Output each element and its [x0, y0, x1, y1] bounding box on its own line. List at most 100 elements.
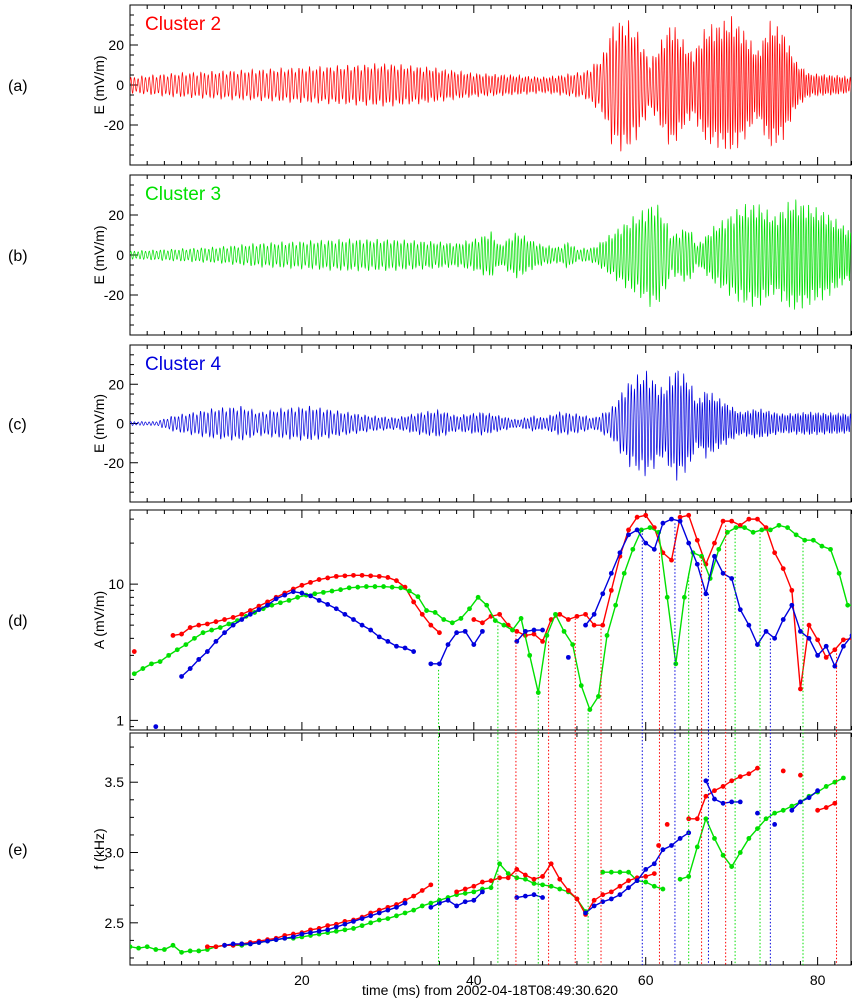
- data-point: [514, 875, 520, 881]
- data-point: [196, 657, 202, 662]
- series-line: [224, 902, 406, 947]
- data-point: [720, 518, 726, 524]
- data-point: [428, 904, 434, 910]
- data-point: [385, 916, 391, 921]
- data-point: [798, 772, 803, 778]
- data-point: [729, 576, 735, 581]
- data-point: [694, 844, 700, 850]
- data-point: [591, 897, 597, 903]
- series-cluster3: [130, 775, 846, 955]
- data-point: [570, 642, 576, 647]
- data-point: [785, 525, 790, 530]
- data-point: [694, 561, 700, 567]
- data-point: [789, 803, 795, 809]
- data-point: [712, 540, 717, 546]
- y-tick-label: 0: [116, 77, 124, 93]
- y-axis-label: E (mV/m): [91, 55, 107, 114]
- data-point: [750, 529, 756, 535]
- data-point: [518, 616, 524, 621]
- data-point: [755, 810, 760, 816]
- y-axis-label: f (kHz): [91, 828, 107, 869]
- data-point: [342, 573, 348, 579]
- data-point: [342, 921, 348, 927]
- data-point: [540, 638, 545, 644]
- data-point: [161, 947, 167, 952]
- data-point: [540, 895, 545, 900]
- data-point: [480, 628, 485, 634]
- data-point: [720, 570, 726, 576]
- data-point: [686, 540, 692, 546]
- data-point: [789, 602, 795, 608]
- data-point: [394, 913, 399, 919]
- y-tick-label: -20: [104, 117, 124, 133]
- data-point: [441, 617, 447, 622]
- panel-e: 2.5 3.0 3.5 f (kHz) (e): [8, 732, 852, 966]
- data-point: [681, 594, 687, 600]
- data-point: [729, 518, 735, 524]
- data-point: [647, 525, 653, 530]
- data-point: [432, 610, 438, 615]
- data-point: [565, 654, 571, 660]
- data-point: [531, 892, 537, 898]
- data-point: [694, 537, 700, 543]
- data-point: [600, 899, 606, 905]
- data-point: [144, 944, 150, 950]
- data-point: [187, 625, 193, 630]
- data-point: [222, 630, 227, 636]
- legend-label: Cluster 3: [145, 184, 221, 205]
- data-point: [320, 589, 326, 595]
- data-point: [651, 871, 657, 877]
- data-point: [686, 512, 692, 518]
- data-point: [849, 633, 851, 638]
- data-point: [548, 883, 554, 889]
- data-point: [712, 553, 717, 559]
- data-point: [832, 647, 838, 653]
- data-point: [755, 516, 760, 522]
- data-point: [531, 627, 537, 633]
- data-point: [131, 671, 137, 677]
- data-point: [789, 587, 795, 593]
- data-point: [497, 875, 502, 881]
- data-point: [351, 919, 356, 924]
- data-point: [608, 570, 614, 576]
- panel-d: 1 10A (mV/m) (d): [8, 509, 852, 731]
- data-point: [793, 532, 799, 538]
- data-point: [694, 816, 700, 822]
- data-point: [729, 778, 735, 784]
- connector-lines: [438, 523, 838, 965]
- data-point: [729, 864, 735, 869]
- data-point: [798, 686, 803, 692]
- data-point: [540, 627, 545, 633]
- data-point: [746, 516, 752, 522]
- data-point: [269, 602, 275, 608]
- data-point: [376, 634, 382, 640]
- data-point: [617, 883, 623, 889]
- data-point: [522, 628, 528, 634]
- data-point: [634, 514, 640, 520]
- data-point: [204, 649, 210, 654]
- data-point: [746, 622, 752, 628]
- data-point: [643, 874, 649, 879]
- data-point: [510, 627, 515, 633]
- data-point: [213, 944, 219, 950]
- data-point: [265, 602, 270, 608]
- data-point: [832, 779, 838, 785]
- data-point: [514, 895, 520, 900]
- data-point: [149, 661, 154, 667]
- data-point: [316, 577, 322, 582]
- data-point: [480, 620, 485, 626]
- data-point: [724, 529, 730, 535]
- y-axis-label: A (mV/m): [91, 591, 107, 649]
- data-point: [419, 903, 425, 909]
- data-point: [733, 525, 739, 530]
- data-point: [308, 579, 313, 585]
- data-point: [282, 592, 288, 598]
- data-point: [583, 910, 588, 916]
- data-point: [806, 622, 812, 628]
- data-point: [381, 584, 386, 589]
- data-point: [600, 622, 606, 628]
- data-point: [449, 620, 455, 626]
- data-point: [617, 869, 623, 875]
- data-point: [591, 611, 597, 617]
- data-point: [608, 889, 614, 895]
